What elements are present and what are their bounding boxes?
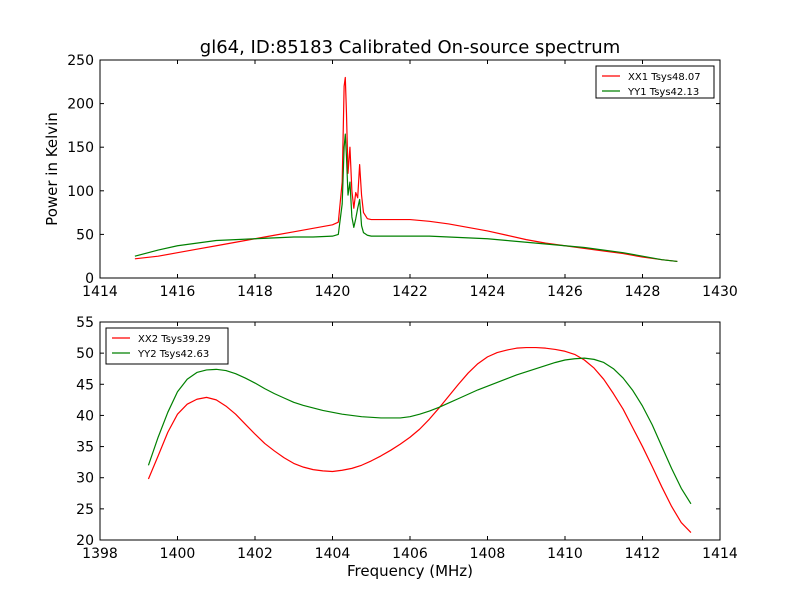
x-tick-label: 1428 — [625, 284, 661, 300]
x-tick-label: 1408 — [470, 546, 506, 562]
x-tick-label: 1422 — [392, 284, 428, 300]
series-line-1 — [147, 346, 692, 533]
chart-title: gl64, ID:85183 Calibrated On-source spec… — [200, 37, 620, 58]
series-line-2 — [134, 133, 678, 263]
x-tick-label: 1418 — [237, 284, 273, 300]
y-tick-label: 55 — [76, 315, 94, 331]
x-tick-label: 1420 — [315, 284, 351, 300]
x-tick-label: 1430 — [702, 284, 738, 300]
x-tick-label: 1412 — [625, 546, 661, 562]
bottom-spectrum-plot: 1398 1400 1402 1404 1406 1408 1410 1412 1414 20 25… — [76, 315, 738, 580]
x-tick-label: 1400 — [160, 546, 196, 562]
y-tick-label: 0 — [85, 271, 94, 287]
legend-label-2: YY2 Tsys42.63 — [137, 349, 209, 360]
series-line-2 — [147, 357, 692, 505]
legend-box — [105, 327, 229, 365]
y-tick-label: 250 — [67, 53, 94, 69]
x-tick-label: 1426 — [547, 284, 583, 300]
legend-label-1: XX1 Tsys48.07 — [628, 72, 701, 83]
legend-label-1: XX2 Tsys39.29 — [138, 334, 211, 345]
y-tick-label: 150 — [67, 140, 94, 156]
y-tick-label: 20 — [76, 533, 94, 549]
series-line-1 — [134, 76, 678, 263]
x-tick-label: 1414 — [82, 284, 118, 300]
x-tick-label: 1404 — [315, 546, 351, 562]
y-tick-label: 50 — [76, 227, 94, 243]
legend-label-2: YY1 Tsys42.13 — [627, 87, 699, 98]
x-tick-label: 1398 — [82, 546, 118, 562]
y-tick-label: 25 — [76, 502, 94, 518]
x-tick-label: 1416 — [160, 284, 196, 300]
y-tick-label: 45 — [76, 377, 94, 393]
y-tick-label: 30 — [76, 471, 94, 487]
x-axis-label: Frequency (MHz) — [347, 562, 473, 580]
y-tick-label: 40 — [76, 408, 94, 424]
y-tick-label: 50 — [76, 346, 94, 362]
y-tick-label: 35 — [76, 440, 94, 456]
y-tick-label: 100 — [67, 184, 94, 200]
x-tick-label: 1402 — [237, 546, 273, 562]
y-tick-label: 200 — [67, 97, 94, 113]
x-tick-label: 1406 — [392, 546, 428, 562]
y-axis-label: Power in Kelvin — [43, 112, 61, 226]
legend-box — [595, 65, 715, 99]
x-tick-label: 1414 — [702, 546, 738, 562]
x-tick-label: 1424 — [470, 284, 506, 300]
top-spectrum-plot: 1414 1416 1418 1420 1422 1424 1426 1428 1430 0 50 1… — [43, 53, 738, 300]
x-tick-label: 1410 — [547, 546, 583, 562]
